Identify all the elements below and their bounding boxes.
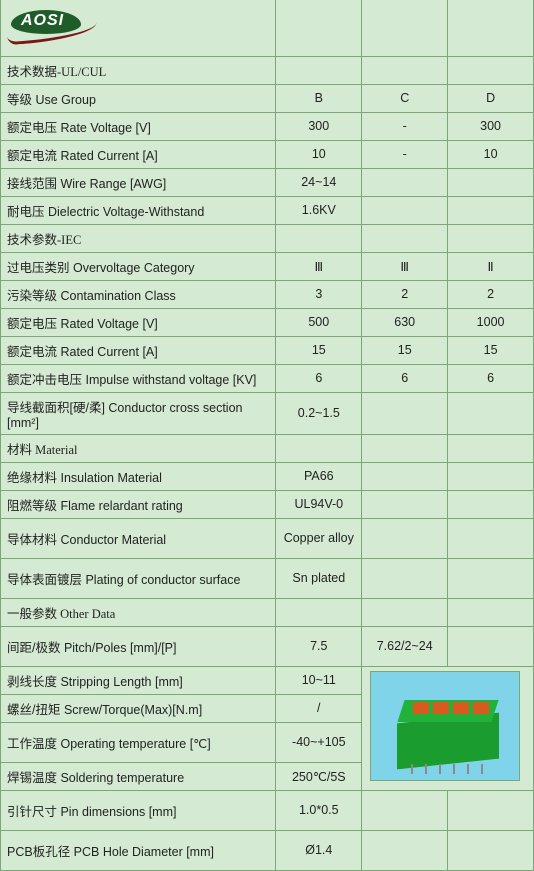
section-other: 一般参数 Other Data — [1, 598, 534, 626]
section-header-iec: 技术参数-IEC — [1, 224, 276, 252]
row-label: 等级 Use Group — [1, 84, 276, 112]
row-label: 额定电压 Rated Voltage [V] — [1, 308, 276, 336]
row-label: 过电压类别 Overvoltage Category — [1, 252, 276, 280]
row-label: 阻燃等级 Flame relardant rating — [1, 490, 276, 518]
cell: 300 — [276, 112, 362, 140]
cell: 0.2~1.5 — [276, 392, 362, 434]
cell: 2 — [362, 280, 448, 308]
cell: 7.62/2~24 — [362, 626, 448, 666]
cell: 15 — [362, 336, 448, 364]
cell: 630 — [362, 308, 448, 336]
cell: Ⅲ — [276, 252, 362, 280]
cell: 1.0*0.5 — [276, 790, 362, 830]
cell: 6 — [362, 364, 448, 392]
cell: PA66 — [276, 462, 362, 490]
cell: B — [276, 84, 362, 112]
cell: 3 — [276, 280, 362, 308]
row-label: 引针尺寸 Pin dimensions [mm] — [1, 790, 276, 830]
row-label: 间距/极数 Pitch/Poles [mm]/[P] — [1, 626, 276, 666]
cell: 6 — [448, 364, 534, 392]
row-label: 耐电压 Dielectric Voltage-Withstand — [1, 196, 276, 224]
spec-table: AOSI 技术数据-UL/CUL 等级 Use Group B C D 额定电压… — [0, 0, 534, 871]
cell: -40~+105 — [276, 722, 362, 762]
cell: 250℃/5S — [276, 762, 362, 790]
aosi-logo: AOSI — [7, 6, 99, 46]
row-label: 导体材料 Conductor Material — [1, 518, 276, 558]
section-header-ulcul: 技术数据-UL/CUL — [1, 56, 276, 84]
section-iec: 技术参数-IEC — [1, 224, 534, 252]
section-header-other: 一般参数 Other Data — [1, 598, 276, 626]
cell: 7.5 — [276, 626, 362, 666]
cell: 10 — [276, 140, 362, 168]
cell: 500 — [276, 308, 362, 336]
row-label: 污染等级 Contamination Class — [1, 280, 276, 308]
cell: 2 — [448, 280, 534, 308]
row-label: 额定电流 Rated Current [A] — [1, 336, 276, 364]
cell: / — [276, 694, 362, 722]
row-label: 工作温度 Operating temperature [℃] — [1, 722, 276, 762]
cell: 1000 — [448, 308, 534, 336]
cell: D — [448, 84, 534, 112]
cell: - — [362, 112, 448, 140]
cell: 15 — [276, 336, 362, 364]
cell: Ⅱ — [448, 252, 534, 280]
cell: Sn plated — [276, 558, 362, 598]
cell: 1.6KV — [276, 196, 362, 224]
row-label: 导体表面镀层 Plating of conductor surface — [1, 558, 276, 598]
cell: 6 — [276, 364, 362, 392]
row-label: PCB板孔径 PCB Hole Diameter [mm] — [1, 830, 276, 870]
row-label: 导线截面积[硬/柔] Conductor cross section [mm²] — [1, 392, 276, 434]
cell: 15 — [448, 336, 534, 364]
cell: Ⅲ — [362, 252, 448, 280]
row-label: 螺丝/扭矩 Screw/Torque(Max)[N.m] — [1, 694, 276, 722]
row-label: 额定电压 Rate Voltage [V] — [1, 112, 276, 140]
cell: 10~11 — [276, 666, 362, 694]
row-label: 接线范围 Wire Range [AWG] — [1, 168, 276, 196]
section-header-material: 材料 Material — [1, 434, 276, 462]
row-label: 焊锡温度 Soldering temperature — [1, 762, 276, 790]
cell: 300 — [448, 112, 534, 140]
cell: Copper alloy — [276, 518, 362, 558]
cell: Ø1.4 — [276, 830, 362, 870]
cell: 24~14 — [276, 168, 362, 196]
row-label: 额定冲击电压 Impulse withstand voltage [KV] — [1, 364, 276, 392]
row-label: 绝缘材料 Insulation Material — [1, 462, 276, 490]
cell: UL94V-0 — [276, 490, 362, 518]
section-material: 材料 Material — [1, 434, 534, 462]
row-label: 额定电流 Rated Current [A] — [1, 140, 276, 168]
section-ulcul: 技术数据-UL/CUL — [1, 56, 534, 84]
cell: 10 — [448, 140, 534, 168]
cell: C — [362, 84, 448, 112]
cell: - — [362, 140, 448, 168]
logo-row: AOSI — [1, 0, 534, 56]
connector-image — [370, 671, 520, 781]
logo-text: AOSI — [21, 12, 64, 30]
row-label: 剥线长度 Stripping Length [mm] — [1, 666, 276, 694]
